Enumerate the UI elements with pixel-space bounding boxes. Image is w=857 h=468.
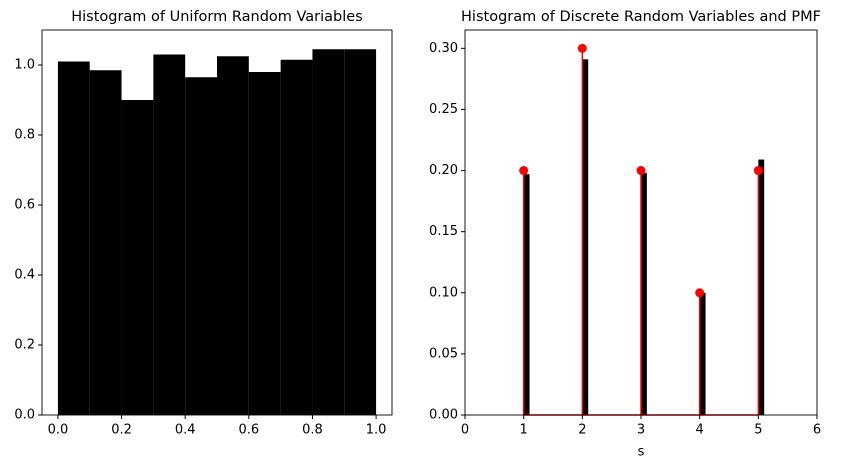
stem-marker <box>636 166 646 176</box>
y-tick-label: 0.10 <box>429 285 458 300</box>
x-tick-label: 0.6 <box>238 423 259 438</box>
axes-frame <box>41 29 393 416</box>
x-tick-label: 3 <box>637 423 645 438</box>
x-tick-label: 1.0 <box>366 423 387 438</box>
y-tick-label: 0.0 <box>14 408 35 423</box>
y-tick-label: 0.15 <box>429 224 458 239</box>
stem-marker <box>519 166 529 176</box>
x-tick-label: 0.2 <box>111 423 132 438</box>
y-tick-label: 0.6 <box>14 198 35 213</box>
chart-title: Histogram of Uniform Random Variables <box>71 9 363 25</box>
stem-marker <box>577 43 587 53</box>
y-tick-label: 0.00 <box>429 408 458 423</box>
bar <box>758 159 765 415</box>
stem-marker <box>695 288 705 298</box>
bar <box>121 100 154 415</box>
x-tick-label: 0.4 <box>175 423 196 438</box>
bar <box>582 59 589 415</box>
x-tick-label: 6 <box>813 423 821 438</box>
x-tick-label: 0 <box>461 423 469 438</box>
bar <box>153 54 186 415</box>
bar <box>185 77 217 415</box>
bar <box>217 56 249 415</box>
y-tick-label: 0.8 <box>14 128 35 143</box>
y-tick-label: 0.25 <box>429 102 458 117</box>
stem-marker <box>753 166 763 176</box>
bar <box>248 72 281 415</box>
bar <box>57 61 90 415</box>
y-tick-label: 0.2 <box>14 338 35 353</box>
bar <box>89 70 122 415</box>
bar <box>280 59 313 415</box>
chart-title: Histogram of Discrete Random Variables a… <box>461 9 821 25</box>
y-tick-label: 0.20 <box>429 163 458 178</box>
x-tick-label: 0.8 <box>302 423 323 438</box>
bar <box>523 174 530 415</box>
x-tick-label: 4 <box>696 423 704 438</box>
y-tick-label: 1.0 <box>14 58 35 73</box>
y-tick-label: 0.05 <box>429 346 458 361</box>
bar <box>312 49 345 415</box>
bar <box>344 49 377 415</box>
x-tick-label: 1 <box>520 423 528 438</box>
x-axis-label: s <box>638 445 645 460</box>
x-tick-label: 5 <box>754 423 762 438</box>
bar <box>641 173 647 415</box>
y-tick-label: 0.30 <box>429 41 458 56</box>
y-tick-label: 0.4 <box>14 268 35 283</box>
bar <box>699 292 706 415</box>
x-tick-label: 0.0 <box>48 423 69 438</box>
x-tick-label: 2 <box>578 423 586 438</box>
